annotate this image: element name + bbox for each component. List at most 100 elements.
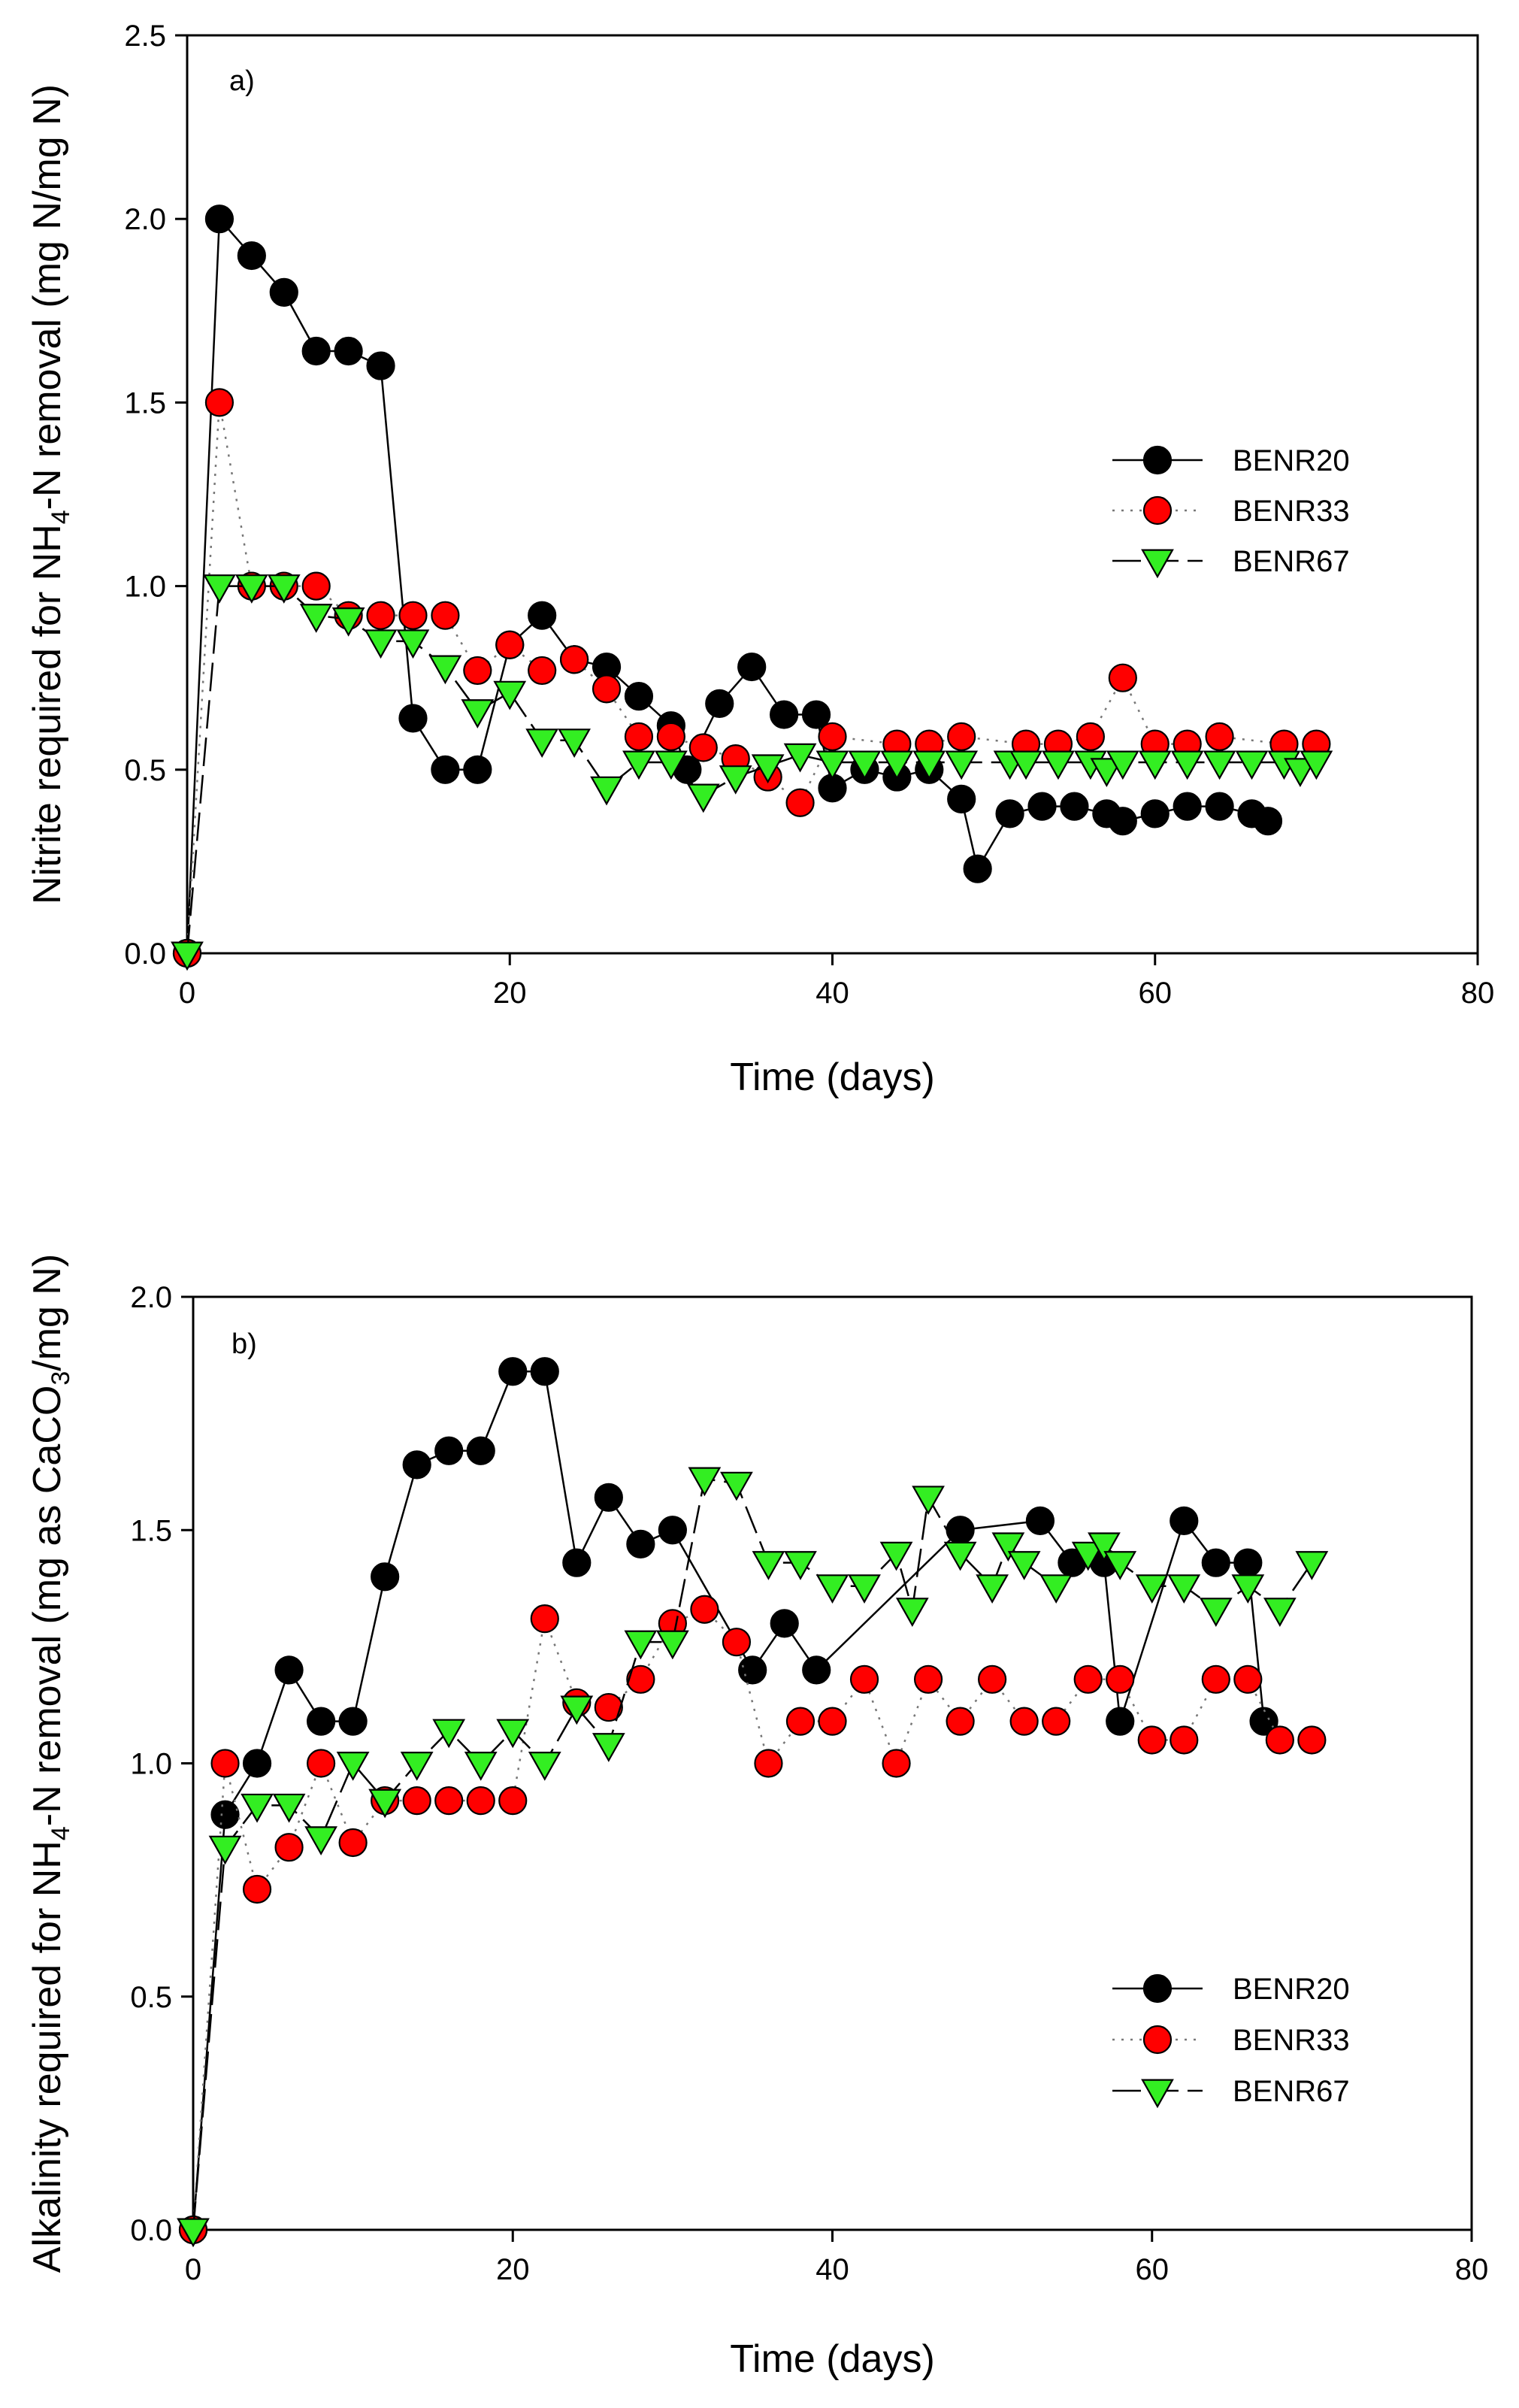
- chart-2-series-benr33-point-9: [466, 1786, 495, 1816]
- chart-1-series-benr67-point-23: [912, 750, 946, 780]
- chart-2-series-benr67-point-12: [560, 1695, 594, 1725]
- chart-1-series-benr33-point-13: [592, 674, 622, 704]
- chart-1-series-benr67-point-30: [1106, 750, 1139, 780]
- chart-1-series-benr20-point-6: [366, 351, 395, 380]
- chart-2-series-benr33-point-1: [210, 1749, 240, 1778]
- chart-2-series-benr67-point-15: [655, 1630, 689, 1660]
- chart-1-series-benr67-point-36: [1284, 758, 1317, 788]
- chart-2-series-benr67-point-18: [752, 1551, 785, 1580]
- chart-2-series-benr20-point-17: [770, 1609, 799, 1638]
- chart-2-y-axis-title-sub2: 3: [47, 1371, 75, 1386]
- chart-1-series-benr67-point-24: [945, 750, 979, 780]
- chart-2-series-benr67-point-11: [528, 1752, 561, 1781]
- chart-1-series-benr20-point-29: [1060, 792, 1089, 821]
- chart-2-y-tick-label-4: 2.0: [130, 1281, 172, 1314]
- chart-1: 0 20 40 60 80 0.0 0.5 1.0 1.5 2.0 2.5 Time (days) Ni…: [26, 20, 1494, 1099]
- chart-2-series-benr33-point-5: [338, 1828, 368, 1858]
- chart-2-y-axis-title: Alkalinity required for NH4-N removal (m…: [26, 1254, 75, 2273]
- chart-1-series-benr67-point-20: [815, 750, 849, 780]
- chart-2-series-benr67-point-10: [496, 1719, 530, 1749]
- chart-1-series-benr20-point-2: [237, 241, 266, 271]
- chart-1-series-benr20-point-1: [204, 204, 235, 234]
- chart-2-series-benr67-point-2: [241, 1793, 274, 1823]
- chart-2-legend-label-2: BENR67: [1233, 2075, 1350, 2108]
- chart-2-series-benr67-point-7: [400, 1752, 434, 1781]
- chart-1-series-benr67-point-21: [848, 750, 882, 780]
- chart-1-x-tick-label-1: 20: [493, 977, 527, 1010]
- chart-2-series-benr67-point-8: [432, 1719, 466, 1749]
- chart-2-series-benr67-point-37: [1263, 1598, 1297, 1627]
- chart-1-series-benr20-point-18: [737, 652, 767, 682]
- chart-1-legend-marker-0: [1142, 445, 1173, 475]
- chart-1-series-benr67-point-31: [1138, 750, 1172, 780]
- chart-2-series-benr67-point-14: [624, 1630, 658, 1660]
- chart-1-series-benr20-point-8: [431, 755, 460, 784]
- chart-2-series-benr67-point-3: [272, 1793, 306, 1823]
- chart-2-series-benr20-point-1: [210, 1800, 240, 1829]
- chart-2-series-benr33-point-17: [722, 1628, 752, 1657]
- chart-2-legend-label-0: BENR20: [1233, 1973, 1350, 2006]
- chart-2-series-benr33-point-19: [785, 1707, 815, 1736]
- chart-2-series-benr20-point-24: [1170, 1506, 1199, 1535]
- chart-2-series-benr67-point-32: [1103, 1551, 1137, 1580]
- chart-1-series-benr67-point-1: [203, 574, 236, 604]
- chart-2-legend-marker-1: [1142, 2025, 1173, 2055]
- chart-1-y-tick-label-0: 0.0: [124, 937, 166, 971]
- chart-2-series-benr20-point-16: [738, 1655, 767, 1685]
- chart-2: 0 20 40 60 80 0.0 0.5 1.0 1.5 2.0 Time (days) Alkal…: [26, 1254, 1488, 2381]
- chart-1-series-benr20-point-33: [1173, 792, 1202, 821]
- chart-1-series-benr67-point-18: [751, 754, 785, 784]
- chart-2-series-benr33-point-34: [1265, 1725, 1294, 1755]
- chart-2-series-benr33-point-35: [1297, 1725, 1327, 1755]
- chart-1-series-benr20-point-32: [1140, 799, 1170, 828]
- chart-2-series-benr20-point-7: [402, 1450, 431, 1480]
- chart-2-x-tick-label-1: 20: [496, 2253, 530, 2286]
- chart-1-legend-label-2: BENR67: [1233, 545, 1350, 578]
- chart-2-legend-label-1: BENR33: [1233, 2024, 1350, 2057]
- chart-2-series-benr67-point-0: [177, 2218, 210, 2248]
- chart-2-series-benr33-point-29: [1106, 1664, 1135, 1694]
- chart-1-series-benr20-point-19: [770, 700, 799, 729]
- chart-2-legend-marker-2: [1141, 2079, 1174, 2109]
- chart-2-series-benr33-point-28: [1073, 1664, 1103, 1694]
- chart-2-series-benr33-point-31: [1170, 1725, 1199, 1755]
- chart-2-series-benr20-point-15: [658, 1516, 687, 1545]
- chart-2-series-benr67-point-24: [912, 1486, 945, 1516]
- chart-1-series-benr67-point-29: [1090, 758, 1124, 788]
- chart-2-series-benr33-point-10: [498, 1786, 528, 1816]
- chart-2-series-benr67-point-16: [688, 1467, 722, 1497]
- chart-2-series-benr33-point-33: [1233, 1664, 1263, 1694]
- chart-1-series-benr67-point-27: [1042, 750, 1075, 780]
- chart-1-series-benr20-point-14: [624, 682, 654, 711]
- chart-2-series-benr33-point-23: [913, 1664, 943, 1694]
- chart-1-series-benr20-line: [186, 217, 1269, 954]
- chart-1-series-benr20-point-31: [1108, 807, 1137, 836]
- chart-1-series-benr33-point-12: [559, 645, 589, 674]
- chart-2-series-benr33-point-14: [626, 1664, 655, 1694]
- chart-2-series-benr33-point-13: [594, 1692, 623, 1722]
- chart-1-legend-label-1: BENR33: [1233, 495, 1350, 528]
- chart-1-y-tick-label-5: 2.5: [124, 20, 166, 53]
- chart-2-series-benr67-point-34: [1167, 1574, 1201, 1604]
- chart-1-series-benr67-point-17: [719, 765, 752, 795]
- chart-1-series-benr20-point-25: [947, 784, 976, 813]
- chart-2-series-benr33-point-25: [978, 1664, 1007, 1694]
- chart-1-series-benr67-point-9: [461, 699, 495, 728]
- chart-1-y-tick-label-2: 1.0: [124, 571, 166, 604]
- chart-1-series-benr33-point-1: [204, 388, 235, 417]
- chart-2-y-tick-label-1: 0.5: [130, 1981, 172, 2014]
- chart-2-legend: BENR20 BENR33 BENR67: [1112, 1973, 1350, 2109]
- chart-1-series-benr33-point-9: [463, 656, 492, 686]
- chart-2-series-benr20-point-20: [1025, 1506, 1055, 1535]
- chart-2-series-benr20-point-3: [274, 1655, 304, 1685]
- chart-2-series-benr67-point-21: [848, 1574, 881, 1604]
- chart-1-series-benr67-point-11: [525, 728, 559, 758]
- chart-2-series-benr33-point-21: [849, 1664, 879, 1694]
- chart-1-series-benr33-point-20: [818, 722, 847, 751]
- chart-1-series-benr67-line: [186, 585, 1317, 954]
- chart-1-x-tick-label-4: 80: [1461, 977, 1495, 1010]
- chart-2-y-tick-label-2: 1.0: [130, 1748, 172, 1781]
- chart-1-series-benr20-point-11: [528, 601, 557, 630]
- chart-2-series-benr67-point-20: [815, 1574, 849, 1604]
